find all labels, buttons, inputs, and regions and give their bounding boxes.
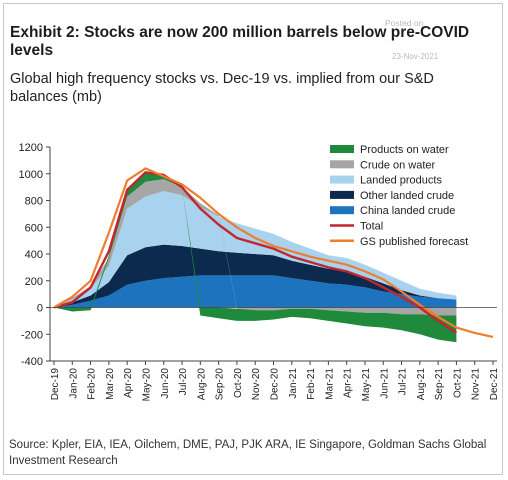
legend-label-crude-on-water: Crude on water: [360, 159, 436, 171]
line-total: [53, 171, 458, 334]
y-tick-label: 1200: [19, 142, 43, 154]
x-tick-label: May-21: [361, 368, 372, 402]
y-tick-label: -200: [21, 329, 43, 341]
x-tick-label: Mar-21: [324, 368, 335, 400]
x-tick-label: Feb-20: [87, 368, 98, 400]
x-tick-label: Nov-21: [471, 368, 482, 401]
y-tick-label: 200: [25, 276, 43, 288]
legend-label-gs-published-forecast: GS published forecast: [360, 236, 468, 248]
x-tick-label: Aug-20: [196, 368, 207, 401]
exhibit-frame: [3, 3, 503, 475]
legend-label-other-landed-crude: Other landed crude: [360, 190, 454, 202]
legend-swatch-other-landed-crude: [330, 190, 354, 199]
x-tick-label: Aug-21: [416, 368, 427, 401]
x-axis: Dec-19 Jan-20 Feb-20 Mar-20 Apr-20 May-20 Jun-…: [50, 360, 500, 402]
legend-label-total: Total: [360, 221, 383, 233]
watermark-posted-on: Posted on: [385, 18, 424, 28]
exhibit-subtitle: Global high frequency stocks vs. Dec-19 …: [10, 71, 434, 105]
exhibit-title: Exhibit 2: Stocks are now 200 million ba…: [10, 24, 470, 59]
source-note: Source: Kpler, EIA, IEA, Oilchem, DME, P…: [9, 439, 487, 467]
x-tick-label: Dec-21: [489, 368, 500, 401]
chart-lines: [53, 167, 494, 338]
y-tick-label: 800: [25, 196, 43, 208]
x-tick-label: Dec-20: [270, 368, 281, 401]
x-tick-label: Jun-20: [160, 368, 171, 399]
chart-legend: Products on water Crude on water Landed pr…: [330, 144, 468, 248]
y-tick-label: 600: [25, 222, 43, 234]
x-tick-label: Oct-20: [233, 368, 244, 398]
y-tick-label: -400: [21, 356, 43, 368]
x-tick-label: Jan-20: [68, 368, 79, 399]
y-tick-label: 400: [25, 249, 43, 261]
x-tick-label: Nov-20: [251, 368, 262, 401]
chart-areas: [54, 171, 457, 343]
x-tick-label: Sep-21: [434, 368, 445, 401]
y-tick-label: 0: [37, 303, 43, 315]
x-tick-label: Sep-20: [215, 368, 226, 401]
x-tick-label: Jul-20: [178, 368, 189, 396]
x-tick-label: Feb-21: [306, 368, 317, 400]
legend-swatch-china-landed-crude: [330, 206, 354, 215]
y-tick-label: 1000: [19, 169, 43, 181]
area-china-landed-crude: [54, 275, 457, 308]
x-tick-label: Jan-21: [288, 368, 299, 399]
x-tick-label: May-20: [141, 368, 152, 402]
area-landed-products: [54, 191, 457, 308]
x-tick-label: Dec-19: [50, 368, 61, 401]
legend-label-china-landed-crude: China landed crude: [360, 205, 455, 217]
x-tick-label: Apr-21: [343, 368, 354, 398]
legend-swatch-crude-on-water: [330, 160, 354, 169]
stocks-chart: 1200 1000 800 600 400 200 0 -200 -400 Dec-19 Jan-…: [19, 142, 500, 402]
x-tick-label: Mar-20: [105, 368, 116, 400]
legend-label-products-on-water: Products on water: [360, 144, 449, 156]
x-tick-label: Oct-21: [452, 368, 463, 398]
legend-swatch-products-on-water: [330, 145, 354, 153]
legend-swatch-landed-products: [330, 175, 354, 184]
area-other-landed-crude: [54, 244, 457, 308]
x-tick-label: Jun-21: [379, 368, 390, 399]
area-products-on-water: [54, 171, 457, 343]
line-gs-published-forecast: [53, 167, 494, 338]
x-tick-label: Apr-20: [123, 368, 134, 398]
legend-label-landed-products: Landed products: [360, 175, 442, 187]
x-tick-label: Jul-21: [398, 368, 409, 396]
y-axis: 1200 1000 800 600 400 200 0 -200 -400: [19, 142, 497, 368]
watermark-date: 23-Nov-2021: [392, 52, 439, 61]
